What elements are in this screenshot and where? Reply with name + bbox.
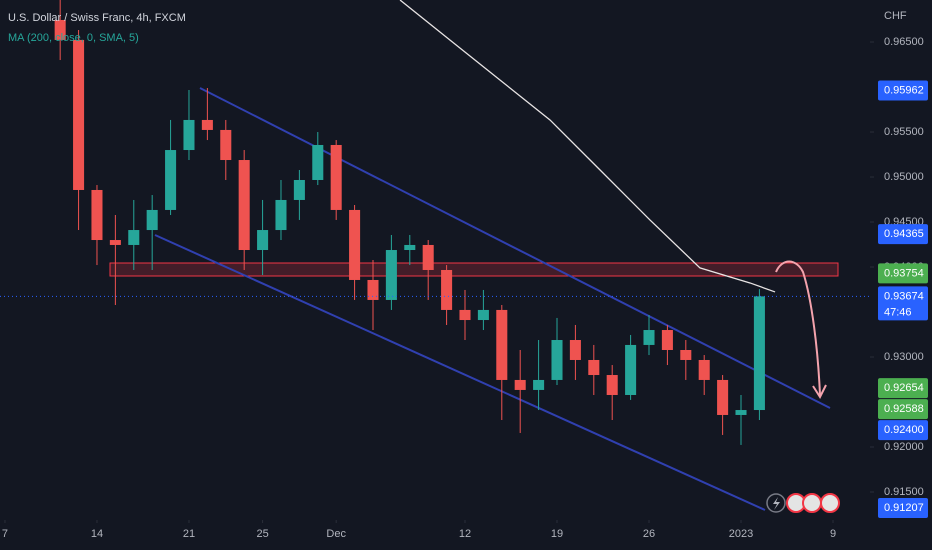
channel-lower [154, 234, 766, 511]
arrow [775, 260, 827, 400]
candle-body [165, 150, 177, 210]
price-label: 0.92654 [884, 382, 924, 394]
x-tick-label: 12 [459, 528, 471, 540]
candle-body [183, 119, 195, 151]
chart-title: U.S. Dollar / Swiss Franc, 4h, FXCM [8, 12, 186, 24]
icon-lightning-glyph [773, 497, 780, 510]
candle-body [588, 359, 600, 376]
candle-body [128, 230, 140, 245]
price-label: 0.91207 [884, 502, 924, 514]
candle-body [220, 129, 232, 161]
candle-body [293, 179, 305, 200]
candle-body [496, 309, 508, 380]
y-tick-label: 0.93000 [884, 351, 924, 363]
candle-body [441, 269, 453, 310]
y-tick-label: 0.91500 [884, 486, 924, 498]
candle-body [109, 240, 121, 245]
candle-body [385, 250, 397, 300]
candle-body [275, 199, 287, 231]
candle-body [606, 375, 618, 395]
arrow-path [775, 260, 821, 396]
candle-body [643, 330, 655, 345]
icon-flag[interactable] [802, 493, 822, 513]
price-label-box [878, 263, 928, 284]
axis-labels: 0.965000.955000.950000.945000.940000.930… [2, 36, 928, 540]
price-label-box [878, 498, 928, 518]
candle-body [91, 189, 103, 241]
candle-body [533, 379, 545, 390]
marks [0, 0, 870, 445]
x-tick-label: 14 [91, 528, 103, 540]
x-tick-label: 2023 [729, 528, 753, 540]
candle-body [330, 144, 342, 210]
candle-body [569, 340, 581, 360]
x-tick-label: Dec [326, 528, 346, 540]
price-label: 0.92400 [884, 424, 924, 436]
price-label-box [878, 378, 928, 399]
candle-body [717, 379, 729, 415]
price-label-box [878, 286, 928, 321]
y-tick-label: 0.92000 [884, 441, 924, 453]
drawings [109, 87, 839, 511]
candle-body [680, 349, 692, 360]
candle-body [257, 230, 269, 251]
x-tick-label: 9 [830, 528, 836, 540]
resistance-zone [109, 262, 839, 277]
price-label-box [878, 80, 928, 101]
price-label-box [878, 420, 928, 441]
candle-body [54, 19, 66, 40]
event-icons [766, 493, 840, 513]
x-tick-label: 19 [551, 528, 563, 540]
price-label-box [878, 224, 928, 245]
channel-upper [199, 87, 831, 409]
y-tick-label: 0.96500 [884, 36, 924, 48]
candle-body [514, 379, 526, 390]
candle-body [698, 359, 710, 380]
candle-body [459, 309, 471, 321]
candle-body [661, 330, 673, 350]
candle-body [349, 209, 361, 280]
candle-body [735, 410, 747, 415]
x-tick-label: 25 [256, 528, 268, 540]
y-tick-label: 0.95500 [884, 126, 924, 138]
candle-body [551, 340, 563, 380]
candle-body [146, 209, 158, 231]
price-label: 0.94365 [884, 228, 924, 240]
countdown: 47:46 [884, 306, 912, 318]
x-tick-label: 26 [643, 528, 655, 540]
candle-body [312, 144, 324, 180]
candle-body [201, 119, 213, 130]
ma-line [399, 0, 776, 293]
x-tick-label: 7 [2, 528, 8, 540]
price-label: 0.95962 [884, 84, 924, 96]
x-tick-label: 21 [183, 528, 195, 540]
candle-body [422, 244, 434, 270]
indicator-legend: MA (200, close, 0, SMA, 5) [8, 32, 139, 44]
price-label: 0.93674 [884, 290, 924, 302]
arrow-head [812, 384, 827, 400]
icon-flag[interactable] [820, 493, 840, 513]
price-label-box [878, 399, 928, 420]
price-label: 0.92588 [884, 403, 924, 415]
price-label: 0.93754 [884, 267, 924, 279]
candle-body [238, 160, 250, 251]
candle-body [404, 244, 416, 251]
candle-body [477, 309, 489, 321]
candle-body [367, 279, 379, 300]
y-tick-label: 0.95000 [884, 171, 924, 183]
candle-body [73, 39, 85, 190]
candle-body [625, 344, 637, 395]
candle-body [753, 296, 765, 411]
currency-label: CHF [884, 10, 907, 22]
